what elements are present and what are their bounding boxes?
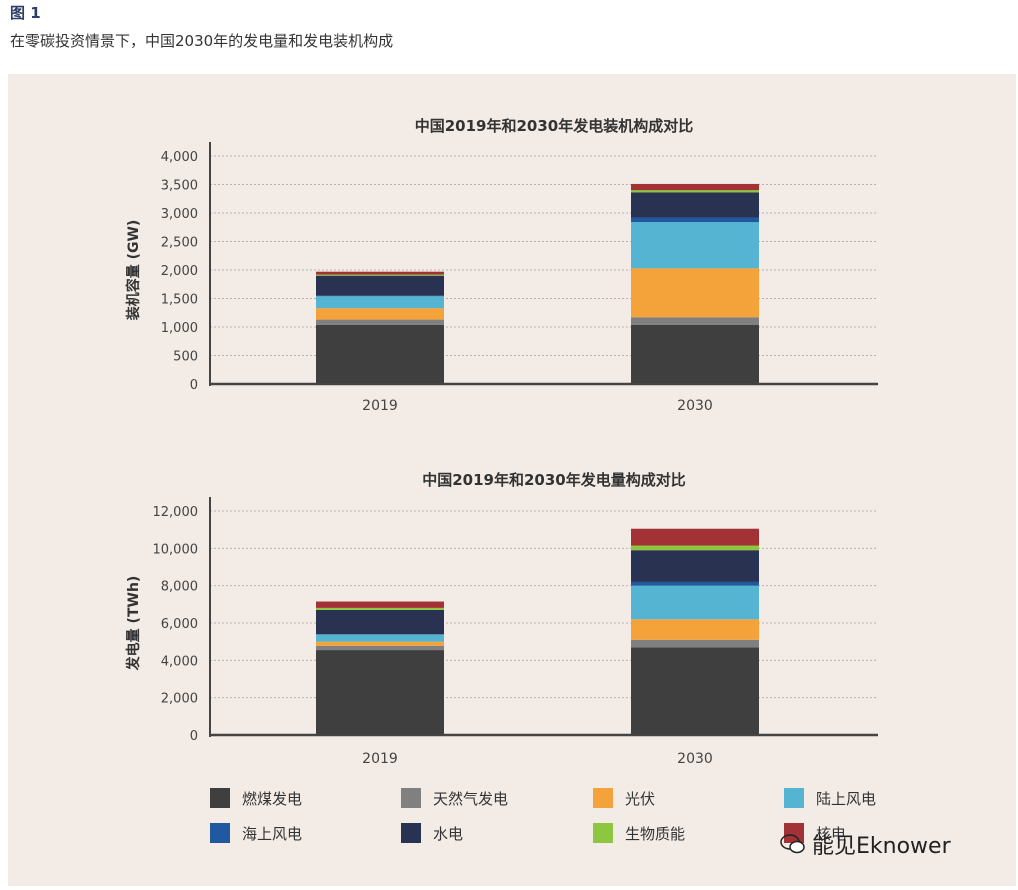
chart-1-bar-2019-segment	[316, 275, 444, 276]
chart-2-ytick-label: 2,000	[161, 692, 198, 707]
chart-2-xtick-label: 2030	[677, 751, 713, 767]
legend-label: 陆上风电	[816, 790, 876, 808]
legend-label: 燃煤发电	[242, 790, 302, 808]
chart-1-bar-2030-segment	[631, 190, 759, 192]
chart-1-bar-2019-segment	[316, 308, 444, 319]
chart-1-ytick-label: 3,000	[161, 207, 198, 222]
chart-2-bar-2030-segment	[631, 546, 759, 551]
chart-1-bar-2019-segment	[316, 296, 444, 297]
chart-2-bar-2030-segment	[631, 550, 759, 582]
chart-2-ytick-label: 0	[190, 729, 198, 744]
chart-1-xtick-label: 2019	[362, 398, 398, 414]
chart-1-xtick-label: 2030	[677, 398, 713, 414]
chart-1-ytick-label: 2,500	[161, 236, 198, 251]
chart-2-bar-2019-segment	[316, 602, 444, 608]
legend-swatch	[593, 788, 613, 808]
chart-1-ylabel: 装机容量 (GW)	[125, 220, 142, 322]
chart-2-ytick-label: 4,000	[161, 654, 198, 669]
chart-1-bar-2030-segment	[631, 317, 759, 324]
chart-2-bar-2030-segment	[631, 640, 759, 647]
legend-swatch	[401, 788, 421, 808]
figure-caption: 在零碳投资情景下，中国2030年的发电量和发电装机构成	[10, 30, 393, 51]
chart-1-ytick-label: 1,000	[161, 321, 198, 336]
chart-2-bar-2019-segment	[316, 608, 444, 610]
chart-2-bar-2030-segment	[631, 647, 759, 735]
legend-label: 水电	[433, 825, 463, 843]
legend-swatch	[784, 788, 804, 808]
legend-label: 海上风电	[242, 825, 302, 843]
chart-2-bar-2019-segment	[316, 642, 444, 646]
legend-swatch	[593, 823, 613, 843]
chart-2-bar-2019-segment	[316, 635, 444, 642]
wechat-icon	[780, 833, 806, 855]
chart-2-ytick-label: 6,000	[161, 617, 198, 632]
watermark-text: 能见Eknower	[812, 828, 951, 860]
chart-1-bar-2030-segment	[631, 218, 759, 223]
chart-1-bar-2019-segment	[316, 276, 444, 296]
chart-2-ytick-label: 10,000	[153, 542, 199, 557]
chart-1-ytick-label: 0	[190, 378, 198, 393]
legend-label: 光伏	[625, 790, 655, 808]
chart-1-bar-2030-segment	[631, 222, 759, 268]
chart-1-title: 中国2019年和2030年发电装机构成对比	[415, 117, 694, 135]
chart-1-bar-2019-segment	[316, 272, 444, 275]
chart-2-bar-2019-segment	[316, 646, 444, 650]
legend-swatch	[210, 788, 230, 808]
legend-swatch	[401, 823, 421, 843]
legend-label: 生物质能	[625, 825, 685, 843]
chart-2-ylabel: 发电量 (TWh)	[125, 576, 142, 672]
chart-1-ytick-label: 2,000	[161, 264, 198, 279]
watermark: 能见Eknower	[780, 828, 951, 860]
chart-2-bar-2030-segment	[631, 586, 759, 620]
figure-label: 图 1	[10, 2, 41, 23]
chart-panel: 中国2019年和2030年发电装机构成对比 0 500 1,000 1,500 2,000…	[8, 74, 1016, 886]
chart-1-bar-2019-segment	[316, 296, 444, 308]
chart-1-bar-2030-segment	[631, 268, 759, 317]
chart-canvas: 中国2019年和2030年发电装机构成对比 0 500 1,000 1,500 2,000…	[8, 74, 1016, 886]
chart-2-bar-2030-segment	[631, 529, 759, 546]
legend-label: 天然气发电	[433, 790, 508, 808]
chart-2-title: 中国2019年和2030年发电量构成对比	[422, 471, 686, 489]
chart-1-bar-2019-segment	[316, 325, 444, 384]
chart-1-ytick-label: 3,500	[161, 179, 198, 194]
chart-1-bar-2030-segment	[631, 325, 759, 384]
legend-swatch	[210, 823, 230, 843]
chart-2-bar-2019-segment	[316, 650, 444, 735]
chart-2-bar-2019-segment	[316, 610, 444, 634]
chart-1-ytick-label: 4,000	[161, 150, 198, 165]
chart-1-bar-2019-segment	[316, 320, 444, 325]
chart-2-ytick-label: 12,000	[153, 505, 199, 520]
chart-2-bar-2030-segment	[631, 582, 759, 586]
chart-2-xtick-label: 2019	[362, 751, 398, 767]
chart-1-bar-2030-segment	[631, 184, 759, 190]
chart-2-ytick-label: 8,000	[161, 580, 198, 595]
chart-2-bar-2030-segment	[631, 619, 759, 640]
chart-1-ytick-label: 500	[173, 350, 198, 365]
chart-1-ytick-label: 1,500	[161, 293, 198, 308]
chart-1-bar-2030-segment	[631, 192, 759, 217]
